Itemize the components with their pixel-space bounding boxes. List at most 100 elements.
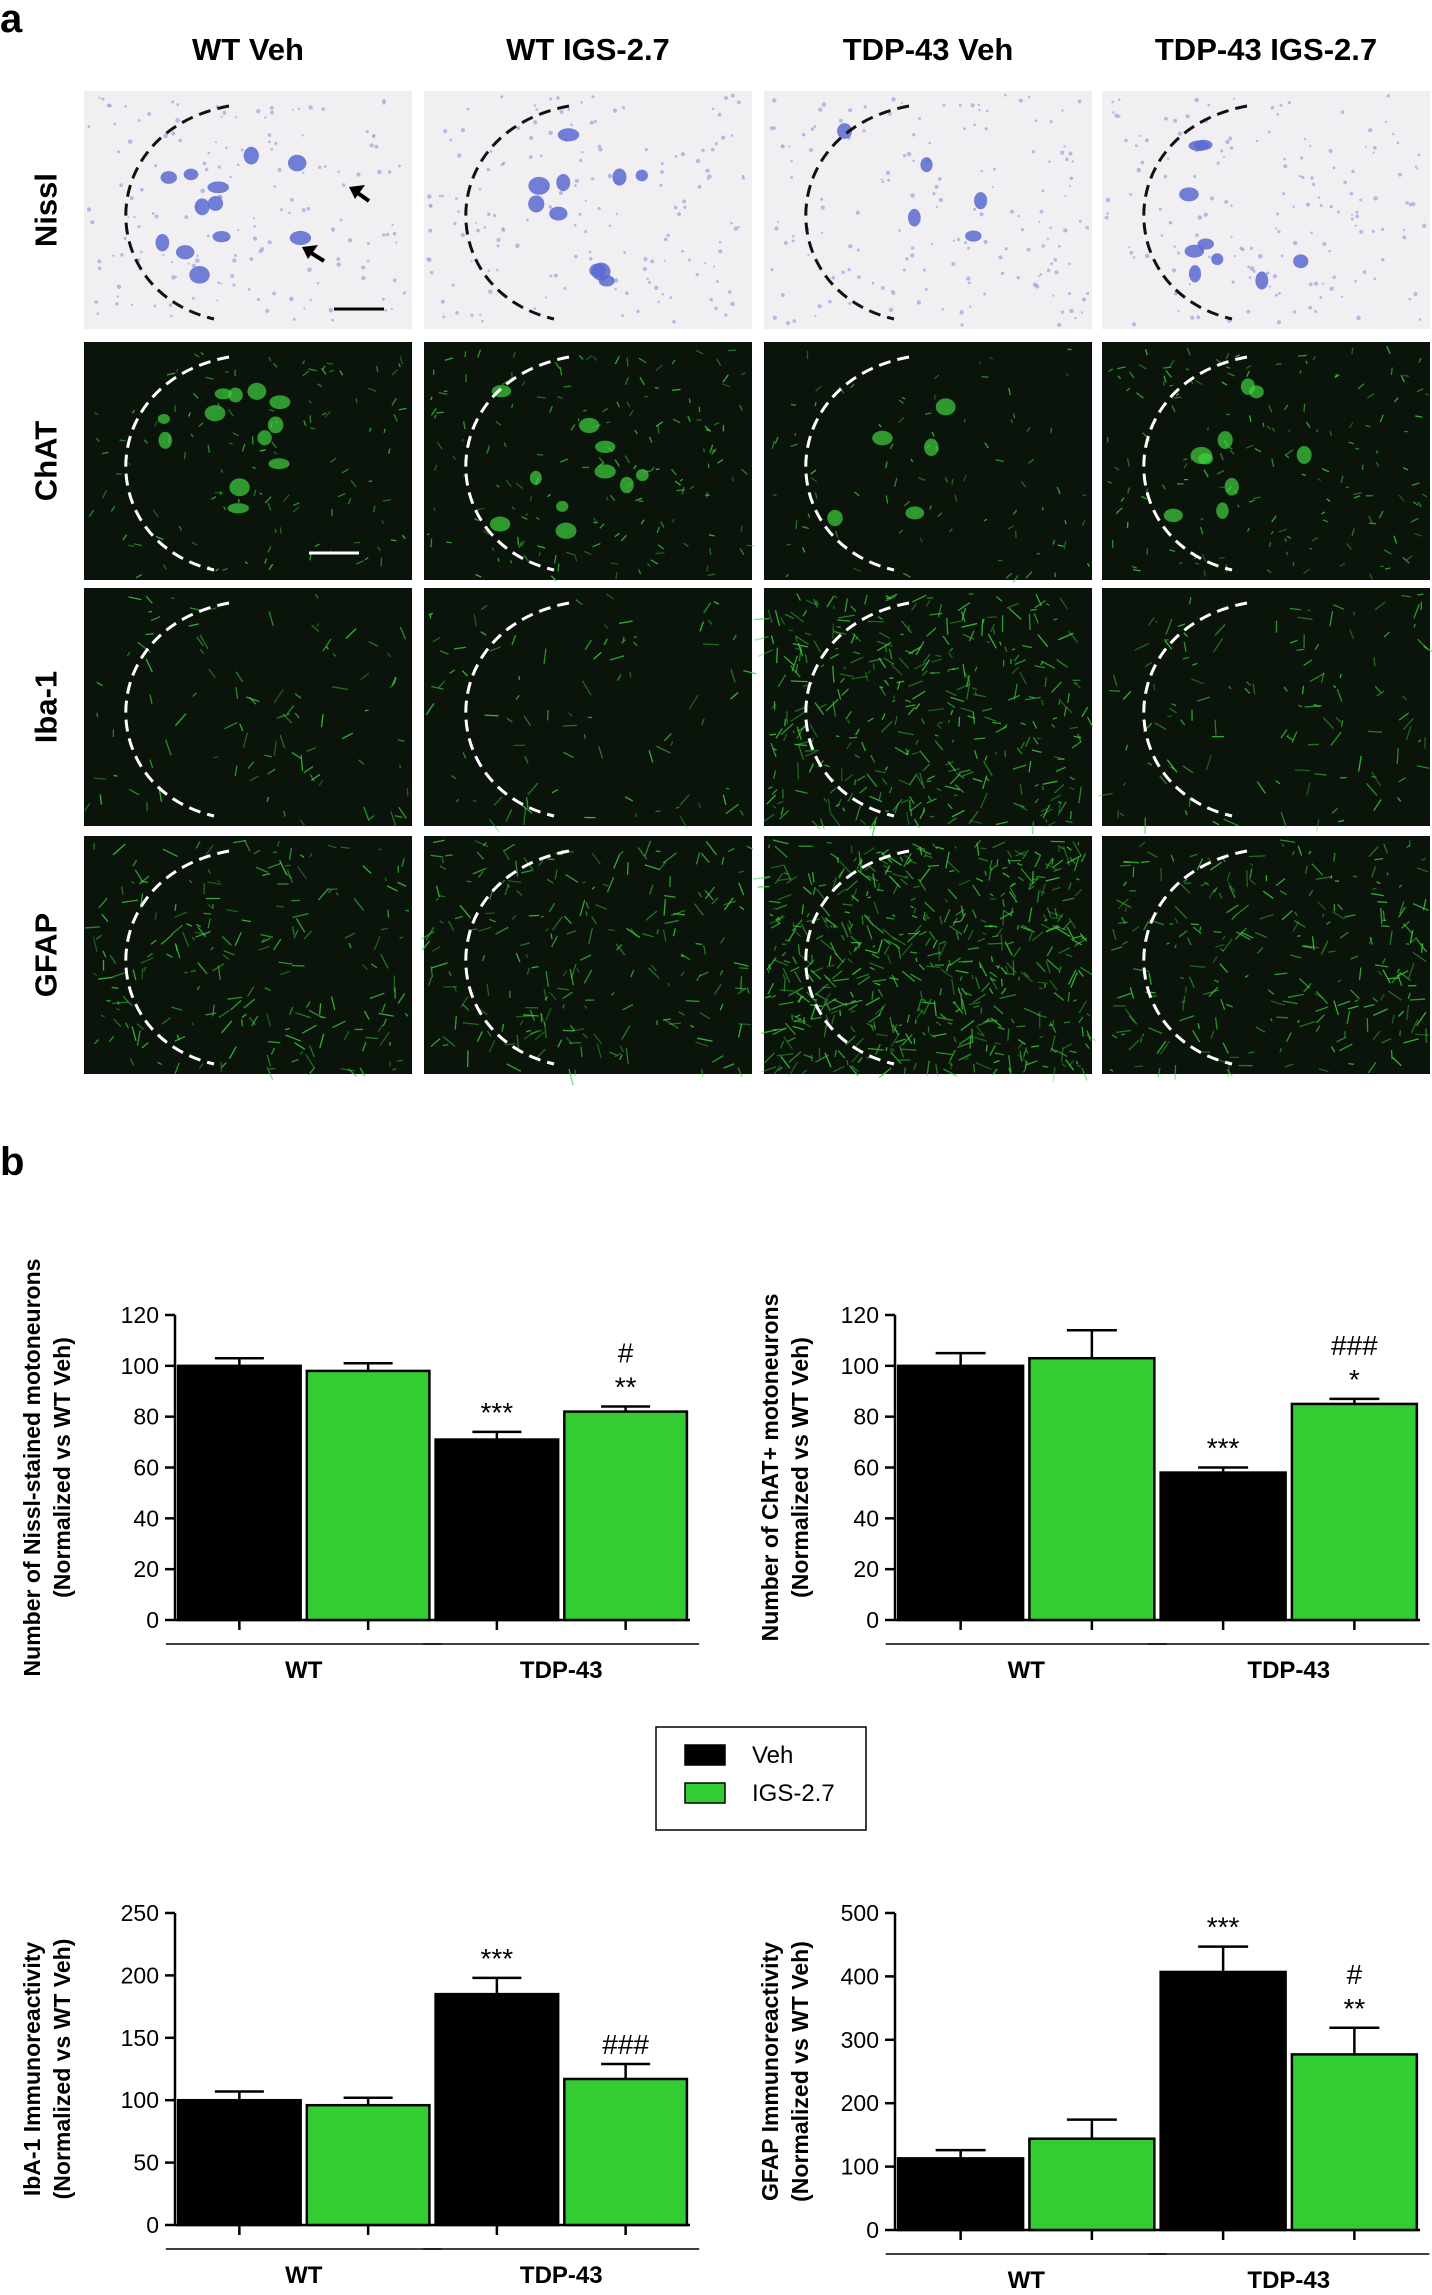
cell-speck bbox=[232, 283, 236, 287]
cell-process bbox=[551, 788, 559, 794]
cell-process bbox=[797, 1019, 812, 1028]
cell-speck bbox=[1408, 297, 1412, 301]
cell-process bbox=[872, 873, 877, 888]
cell-process bbox=[984, 755, 988, 761]
cell-speck bbox=[1124, 138, 1128, 143]
cell-process bbox=[223, 950, 236, 956]
cell-process bbox=[929, 962, 934, 968]
cell-process bbox=[1322, 519, 1329, 523]
cell-process bbox=[948, 652, 954, 659]
cell-process bbox=[849, 1025, 856, 1033]
motoneuron bbox=[555, 522, 577, 539]
cell-process bbox=[1235, 354, 1241, 358]
cell-process bbox=[738, 882, 745, 896]
cell-process bbox=[650, 559, 659, 565]
cell-process bbox=[989, 924, 998, 928]
cell-speck bbox=[570, 123, 573, 127]
cell-speck bbox=[721, 135, 726, 140]
cell-speck bbox=[264, 116, 267, 119]
cell-process bbox=[1352, 875, 1357, 878]
cell-process bbox=[894, 746, 909, 756]
cell-process bbox=[1174, 1064, 1177, 1080]
cell-process bbox=[474, 840, 489, 848]
cell-process bbox=[1081, 520, 1086, 526]
cell-process bbox=[867, 915, 871, 919]
cell-process bbox=[1023, 971, 1030, 978]
cell-speck bbox=[323, 165, 327, 168]
cell-process bbox=[1006, 941, 1015, 945]
cell-speck bbox=[831, 275, 836, 280]
cell-process bbox=[264, 987, 272, 992]
cell-process bbox=[1062, 897, 1075, 902]
cell-process bbox=[591, 916, 598, 925]
cell-process bbox=[690, 1024, 695, 1028]
cell-process bbox=[963, 923, 969, 934]
cell-process bbox=[754, 617, 770, 621]
cell-process bbox=[626, 357, 629, 367]
cell-process bbox=[223, 506, 226, 511]
y-axis-label-1: (Normalized vs WT Veh) bbox=[787, 1941, 813, 2202]
cell-process bbox=[702, 448, 706, 453]
cell-process bbox=[882, 864, 890, 870]
motoneuron bbox=[1255, 271, 1269, 290]
cell-process bbox=[183, 451, 187, 460]
cell-process bbox=[1081, 1067, 1088, 1081]
cell-process bbox=[1148, 617, 1155, 627]
cell-speck bbox=[1276, 112, 1280, 116]
cell-speck bbox=[660, 162, 664, 166]
cell-process bbox=[1068, 630, 1079, 643]
cell-process bbox=[977, 1019, 994, 1027]
cell-speck bbox=[809, 148, 813, 153]
cell-process bbox=[649, 884, 654, 895]
cell-process bbox=[1402, 556, 1410, 564]
cell-speck bbox=[558, 190, 563, 195]
cell-process bbox=[932, 843, 938, 850]
cell-speck bbox=[855, 210, 860, 215]
cell-speck bbox=[366, 241, 370, 246]
cell-speck bbox=[1134, 144, 1138, 148]
significance-marker: ### bbox=[602, 2029, 649, 2060]
cell-process bbox=[695, 349, 704, 355]
cell-process bbox=[476, 1031, 483, 1042]
cell-process bbox=[318, 1003, 322, 1015]
cell-process bbox=[711, 1055, 724, 1063]
cell-process bbox=[888, 786, 893, 794]
cell-process bbox=[511, 634, 517, 646]
cell-process bbox=[857, 1057, 863, 1064]
cell-process bbox=[725, 803, 739, 815]
cell-speck bbox=[391, 223, 394, 227]
cell-process bbox=[1409, 936, 1418, 944]
cell-speck bbox=[489, 150, 493, 153]
cell-process bbox=[145, 595, 153, 604]
cell-process bbox=[486, 1030, 492, 1037]
cell-process bbox=[207, 881, 222, 886]
cell-process bbox=[679, 478, 683, 482]
cell-speck bbox=[548, 205, 553, 209]
cell-process bbox=[993, 1059, 1000, 1064]
cell-process bbox=[1045, 924, 1059, 933]
cell-process bbox=[1262, 422, 1265, 427]
cell-process bbox=[536, 1048, 546, 1058]
cell-process bbox=[962, 663, 966, 678]
cell-speck bbox=[272, 291, 277, 296]
cell-process bbox=[810, 469, 817, 475]
cell-process bbox=[523, 715, 532, 727]
cell-process bbox=[1051, 858, 1054, 865]
cell-process bbox=[160, 934, 173, 945]
cell-process bbox=[430, 396, 433, 401]
cell-speck bbox=[1117, 98, 1121, 102]
cell-speck bbox=[474, 221, 477, 225]
cell-process bbox=[697, 891, 703, 898]
cell-process bbox=[523, 808, 527, 825]
cell-process bbox=[317, 383, 323, 388]
cell-process bbox=[1289, 639, 1298, 644]
cell-process bbox=[927, 795, 932, 801]
motoneuron bbox=[157, 413, 170, 425]
cell-speck bbox=[1220, 149, 1224, 153]
cell-process bbox=[807, 513, 811, 518]
micrograph-iba-1-0 bbox=[84, 588, 412, 828]
cell-speck bbox=[1418, 318, 1422, 321]
cell-process bbox=[207, 903, 213, 909]
cell-process bbox=[181, 931, 190, 947]
micrograph-nissl-3 bbox=[1102, 91, 1430, 329]
